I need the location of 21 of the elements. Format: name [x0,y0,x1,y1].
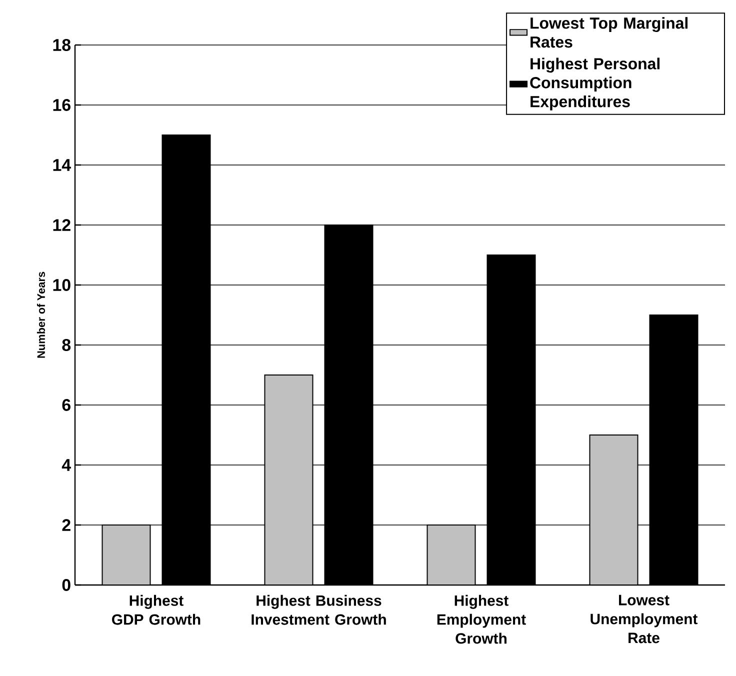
bar [589,434,638,585]
y-tick-label: 16 [53,98,70,111]
y-tick-label: 4 [62,459,71,471]
y-tick-label: 2 [62,519,70,531]
y-tick-label: 10 [53,279,70,291]
y-axis-title: Number of Years [36,272,46,358]
bar [264,374,314,585]
x-tick-label: Highest Business Investment Growth [252,594,386,625]
legend-label: Highest Personal Consumption Expenditures [530,58,660,110]
bar [426,524,476,585]
bar [102,524,151,585]
legend-label: Lowest Top Marginal Rates [530,17,688,48]
x-tick-label: Highest Employment Growth [437,594,526,644]
y-tick-label: 6 [62,399,70,411]
y-tick-label: 12 [53,219,70,231]
y-tick-label: 0 [62,579,70,591]
y-tick-label: 8 [62,339,71,351]
x-tick-label: Lowest Unemployment Rate [590,594,698,644]
x-tick-label: Highest GDP Growth [112,594,200,625]
y-tick-label: 14 [53,159,71,171]
y-tick-label: 18 [53,38,71,51]
